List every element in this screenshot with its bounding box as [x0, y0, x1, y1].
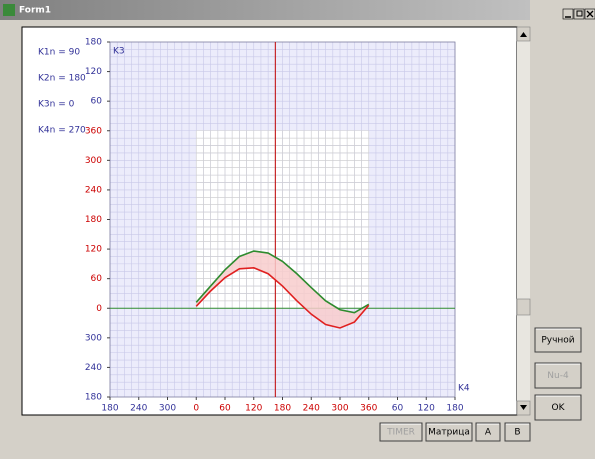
x-tick-label: 60: [219, 404, 231, 414]
y-tick-label: 60: [91, 97, 103, 107]
button-face[interactable]: [534, 327, 582, 353]
y-tick-label: 120: [85, 245, 102, 255]
button-face[interactable]: [475, 422, 501, 442]
x-tick-label: 0: [193, 404, 199, 414]
button-label: Nu-4: [547, 371, 569, 381]
button-face[interactable]: [504, 422, 531, 442]
y-tick-label: 120: [85, 67, 102, 77]
button-face: [534, 362, 582, 389]
x-tick-label: 300: [159, 404, 176, 414]
scrollbar[interactable]: [516, 26, 531, 416]
band-fill: [196, 251, 369, 328]
button[interactable]: B: [504, 422, 531, 442]
button-face[interactable]: [425, 422, 473, 442]
window-controls[interactable]: [562, 8, 595, 20]
y-tick-label: 360: [85, 126, 102, 136]
y-tick-label: 300: [85, 156, 102, 166]
button: Nu-4: [534, 362, 582, 389]
series-line: [195, 250, 370, 314]
x-tick-label: 300: [331, 404, 348, 414]
y-tick-label: 180: [85, 215, 102, 225]
x-tick-label: 360: [360, 404, 377, 414]
title-bar: [0, 0, 530, 20]
button-label[interactable]: Матрица: [428, 428, 470, 438]
param-label: K1n = 90: [38, 48, 80, 58]
button-label[interactable]: Ручной: [541, 336, 574, 346]
param-label: K3n = 0: [38, 100, 75, 110]
button-label[interactable]: OK: [552, 403, 566, 413]
x-tick-label: 240: [130, 404, 147, 414]
y-tick-label: 240: [85, 185, 102, 195]
button-face: [379, 422, 423, 442]
button: TIMER: [379, 422, 423, 442]
y-axis-label: K3: [113, 47, 125, 57]
x-tick-label: 180: [101, 404, 118, 414]
app-icon: [3, 4, 15, 16]
x-tick-label: 180: [446, 404, 463, 414]
series-line: [195, 267, 370, 329]
param-label: K4n = 270: [38, 126, 86, 136]
x-tick-label: 120: [245, 404, 262, 414]
x-axis-label: K4: [458, 384, 470, 394]
y-tick-label: 300: [85, 333, 102, 343]
button[interactable]: A: [475, 422, 501, 442]
x-tick-label: 120: [418, 404, 435, 414]
button-label[interactable]: B: [514, 428, 520, 438]
button-label[interactable]: A: [485, 428, 492, 438]
y-tick-label: 240: [85, 363, 102, 373]
x-tick-label: 240: [303, 404, 320, 414]
y-tick-label: 180: [85, 38, 102, 48]
button-face[interactable]: [534, 394, 582, 421]
y-tick-label: 60: [91, 274, 103, 284]
button[interactable]: Матрица: [425, 422, 473, 442]
button[interactable]: OK: [534, 394, 582, 421]
window-title: Form1: [19, 6, 51, 16]
x-tick-label: 180: [274, 404, 291, 414]
button[interactable]: Ручной: [534, 327, 582, 353]
button-label: TIMER: [386, 428, 415, 438]
param-label: K2n = 180: [38, 74, 86, 84]
x-tick-label: 60: [392, 404, 404, 414]
chart: 180 240 300 0 60 120 180 240 300 360 60 120 18018024…: [85, 38, 470, 414]
y-tick-label: 180: [85, 393, 102, 403]
y-tick-label: 0: [96, 304, 102, 314]
